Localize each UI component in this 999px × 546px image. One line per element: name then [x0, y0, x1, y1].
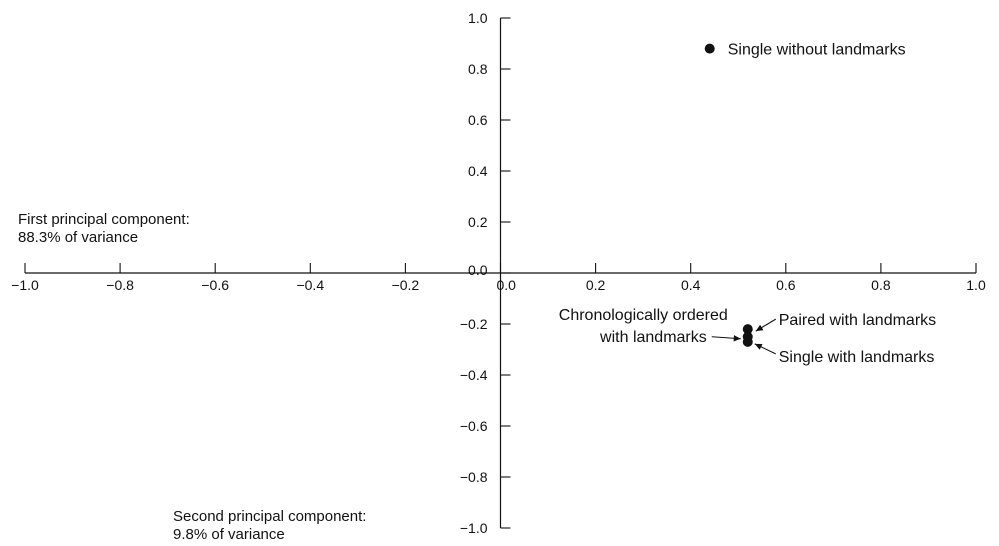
y-tick-label: 0.4 — [468, 163, 488, 179]
point-label: Single with landmarks — [779, 349, 935, 366]
y-axis-title: Second principal component: — [173, 508, 366, 525]
data-points — [704, 43, 753, 347]
y-tick-label: 0.2 — [468, 214, 488, 230]
x-tick-label: 0.2 — [586, 277, 606, 293]
y-axis-title: 9.8% of variance — [173, 526, 285, 543]
y-tick-label: 0.8 — [468, 61, 488, 77]
point-arrow — [754, 343, 776, 355]
x-tick-label: 0.4 — [681, 277, 701, 293]
y-tick-label: −0.4 — [460, 367, 488, 383]
x-tick-label: −0.2 — [392, 277, 420, 293]
data-point — [742, 336, 753, 347]
y-tick-label: −1.0 — [460, 520, 488, 536]
point-label: Paired with landmarks — [779, 312, 936, 329]
data-point — [704, 43, 715, 54]
y-tick-label: −0.6 — [460, 418, 488, 434]
y-tick-label: −0.2 — [460, 316, 488, 332]
x-tick-label: 0.6 — [776, 277, 796, 293]
x-tick-label: 0.8 — [871, 277, 891, 293]
data-point — [742, 324, 753, 335]
y-tick-label: 1.0 — [468, 10, 488, 26]
y-tick-label: 0.0 — [468, 262, 488, 278]
x-tick-label: −1.0 — [11, 277, 39, 293]
x-axis-title: First principal component: — [18, 211, 190, 228]
point-label: with landmarks — [599, 329, 707, 346]
x-tick-label: −0.4 — [296, 277, 324, 293]
point-arrow — [711, 335, 741, 342]
point-label: Chronologically ordered — [559, 307, 728, 324]
x-axis-title: 88.3% of variance — [18, 229, 138, 246]
axis-titles: First principal component:88.3% of varia… — [18, 211, 366, 543]
x-tick-label: 0.0 — [497, 277, 517, 293]
ticks: −1.0 −0.8 −0.6 −0.4 −0.2 0.0 0.2 0.4 0.6 0.8 1.0 1.… — [11, 10, 986, 536]
annotations: Single without landmarks Paired with land… — [559, 42, 936, 366]
point-label: Single without landmarks — [728, 42, 906, 59]
x-tick-label: −0.8 — [106, 277, 134, 293]
y-tick-label: −0.8 — [460, 469, 488, 485]
x-tick-label: 1.0 — [966, 277, 986, 293]
x-tick-label: −0.6 — [201, 277, 229, 293]
y-tick-label: 0.6 — [468, 112, 488, 128]
point-arrow — [755, 318, 777, 332]
